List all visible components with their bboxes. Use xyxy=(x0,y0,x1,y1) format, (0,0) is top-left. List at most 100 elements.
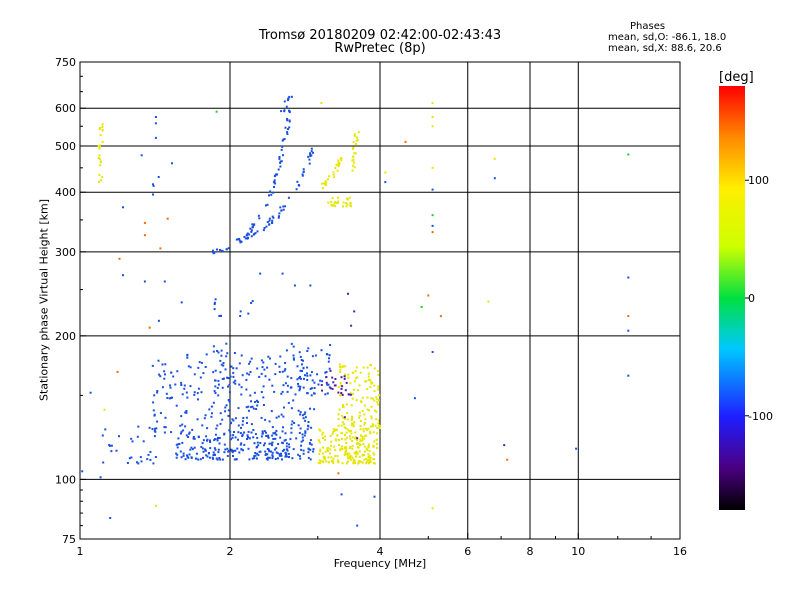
data-point xyxy=(275,416,278,419)
data-point xyxy=(371,423,374,426)
data-point xyxy=(272,438,275,440)
data-point xyxy=(238,362,241,365)
data-point xyxy=(377,399,380,402)
data-point xyxy=(493,157,496,160)
data-point xyxy=(154,456,157,458)
data-point xyxy=(277,457,279,460)
data-point xyxy=(261,430,264,433)
data-point xyxy=(302,449,305,452)
data-point xyxy=(270,410,273,413)
data-point xyxy=(285,453,288,456)
data-point xyxy=(299,457,302,460)
data-point xyxy=(339,371,342,373)
data-point xyxy=(287,97,290,100)
data-point xyxy=(302,452,305,455)
data-point xyxy=(352,147,354,150)
data-point xyxy=(275,451,278,454)
data-point xyxy=(301,174,304,177)
data-point xyxy=(343,416,346,419)
data-point xyxy=(299,355,302,358)
data-point xyxy=(332,173,335,176)
data-point xyxy=(278,454,281,457)
data-point xyxy=(268,223,271,226)
data-point xyxy=(215,110,218,113)
data-point xyxy=(349,202,352,205)
data-point xyxy=(282,154,284,157)
data-point xyxy=(331,432,334,435)
data-point xyxy=(360,461,363,464)
x-axis-label: Frequency [MHz] xyxy=(333,557,427,570)
data-point xyxy=(290,427,293,430)
data-point xyxy=(253,391,256,394)
data-point xyxy=(198,361,201,364)
data-point xyxy=(280,148,283,151)
data-point xyxy=(313,392,316,395)
data-point xyxy=(344,438,347,441)
data-point xyxy=(156,391,159,394)
data-point xyxy=(307,451,310,454)
data-point xyxy=(163,370,166,373)
data-point xyxy=(245,378,248,381)
data-point xyxy=(229,434,232,437)
data-point xyxy=(263,442,266,445)
data-point xyxy=(246,422,248,424)
data-point xyxy=(98,158,101,160)
data-point xyxy=(258,217,261,220)
data-point xyxy=(108,444,111,447)
data-point xyxy=(431,507,434,510)
data-point xyxy=(351,444,354,447)
data-point xyxy=(351,436,354,439)
data-point xyxy=(369,379,372,382)
data-point xyxy=(250,235,253,238)
data-point xyxy=(299,375,301,378)
data-point xyxy=(253,232,256,235)
data-point xyxy=(324,184,327,186)
data-point xyxy=(279,206,282,209)
data-point xyxy=(365,460,368,463)
data-point xyxy=(216,386,219,389)
data-point xyxy=(346,456,349,459)
data-point xyxy=(332,171,335,174)
data-point xyxy=(100,179,102,182)
data-point xyxy=(337,459,340,462)
data-point xyxy=(351,159,354,162)
data-point xyxy=(169,384,172,387)
data-point xyxy=(378,427,381,430)
data-point xyxy=(268,442,271,445)
data-point xyxy=(377,422,380,425)
data-point xyxy=(339,366,342,368)
data-point xyxy=(320,384,323,386)
data-point xyxy=(318,441,321,444)
data-point xyxy=(197,458,200,461)
data-point xyxy=(324,438,326,441)
data-point xyxy=(297,453,300,456)
data-point xyxy=(343,423,346,426)
data-point xyxy=(232,371,235,374)
data-point xyxy=(247,312,250,315)
data-point xyxy=(321,380,324,383)
data-point xyxy=(363,404,366,407)
data-point xyxy=(337,461,340,464)
data-point xyxy=(361,454,364,457)
data-point xyxy=(350,419,353,421)
data-point xyxy=(384,171,387,174)
data-point xyxy=(239,310,242,313)
data-point xyxy=(377,388,380,391)
data-point xyxy=(216,458,219,461)
data-point xyxy=(281,450,284,452)
data-point xyxy=(104,428,107,431)
data-point xyxy=(213,308,216,311)
data-point xyxy=(289,386,292,389)
colorbar-tick-label: -100 xyxy=(748,410,773,423)
data-point xyxy=(353,310,356,313)
data-point xyxy=(292,399,295,402)
data-point xyxy=(116,370,119,373)
data-point xyxy=(267,355,270,358)
data-point xyxy=(354,461,356,464)
data-point xyxy=(218,437,221,439)
data-point xyxy=(369,457,372,459)
data-point xyxy=(152,462,155,465)
data-point xyxy=(374,424,377,427)
data-point xyxy=(368,378,371,381)
data-point xyxy=(164,363,167,366)
